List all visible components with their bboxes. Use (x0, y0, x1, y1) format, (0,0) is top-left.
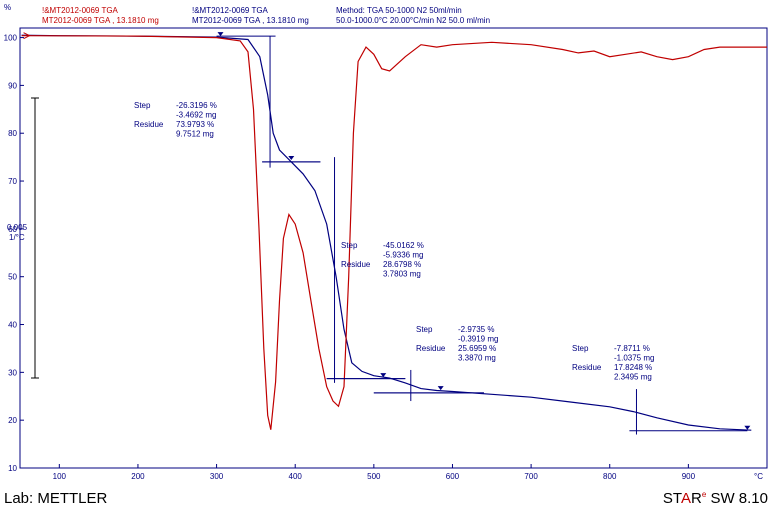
x-tick-label: 700 (524, 472, 538, 481)
annotation-value: 25.6959 % (458, 344, 496, 353)
header-red-name: !&MT2012-0069 TGA (42, 6, 119, 15)
annotation-label: Step (134, 101, 151, 110)
y-tick-label: 10 (8, 464, 17, 473)
y-unit-label: % (4, 3, 11, 12)
y-tick-label: 80 (8, 129, 17, 138)
annotation-value: -3.4692 mg (176, 111, 216, 120)
header-method: Method: TGA 50-1000 N2 50ml/min (336, 6, 462, 15)
series-line-red (21, 35, 767, 430)
annotation-value: -26.3196 % (176, 101, 217, 110)
annotation-value: 73.9793 % (176, 120, 214, 129)
annotation-value: -5.9336 mg (383, 251, 423, 260)
annotation-label: Residue (416, 344, 446, 353)
tga-chart: % !&MT2012-0069 TGA MT2012-0069 TGA , 13… (4, 3, 768, 481)
annotation-value: 2.3495 mg (614, 373, 652, 382)
y-tick-label: 50 (8, 273, 17, 282)
deriv-scale-unit: 1/°C (9, 233, 25, 242)
x-unit-label: °C (754, 472, 763, 481)
x-tick-label: 100 (53, 472, 67, 481)
eval-marker (744, 425, 751, 430)
annotation-value: -0.3919 mg (458, 335, 498, 344)
star-st: ST (662, 490, 681, 507)
deriv-scale-value: 0.005 (7, 223, 28, 232)
red-start-arrow (23, 32, 31, 40)
eval-marker (380, 373, 387, 378)
star-logo: STARe SW 8.10 (663, 490, 768, 507)
x-tick-label: 800 (603, 472, 617, 481)
step-annotations: Step -26.3196 %-3.4692 mg Residue 73.9793 %… (134, 101, 654, 382)
annotation-label: Step (341, 241, 358, 250)
eval-marker (217, 32, 224, 37)
eval-marker (437, 386, 444, 391)
annotation-value: 3.3870 mg (458, 354, 496, 363)
y-tick-label: 90 (8, 81, 17, 90)
y-tick-label: 100 (4, 34, 18, 43)
series-line-blue (21, 34, 752, 431)
annotation-label: Residue (572, 363, 602, 372)
annotation-value: -7.8711 % (614, 344, 650, 353)
star-r: R (691, 490, 702, 507)
lab-label: Lab: METTLER (4, 490, 108, 507)
y-tick-label: 60 (8, 225, 17, 234)
annotation-value: -45.0162 % (383, 241, 424, 250)
star-e: e (701, 490, 707, 499)
header-red-sample: MT2012-0069 TGA , 13.1810 mg (42, 16, 159, 25)
x-tick-label: 900 (682, 472, 696, 481)
series-group (21, 32, 767, 431)
x-tick-label: 200 (131, 472, 145, 481)
annotation-value: 28.6798 % (383, 260, 421, 269)
y-tick-label: 70 (8, 177, 17, 186)
eval-marker (288, 156, 295, 161)
step-marks (216, 32, 751, 435)
annotation-label: Residue (134, 120, 164, 129)
header-blue-sample: MT2012-0069 TGA , 13.1810 mg (192, 16, 309, 25)
software-version: SW 8.10 (710, 490, 768, 507)
y-tick-label: 30 (8, 368, 17, 377)
annotation-label: Step (572, 344, 589, 353)
annotation-label: Residue (341, 260, 371, 269)
x-tick-label: 600 (446, 472, 460, 481)
annotation-value: 3.7803 mg (383, 270, 421, 279)
x-tick-label: 500 (367, 472, 381, 481)
y-tick-label: 20 (8, 416, 17, 425)
header-blue-name: !&MT2012-0069 TGA (192, 6, 269, 15)
x-tick-label: 400 (289, 472, 303, 481)
axis-ticks: 100 200 300 400 500 600 700 800 900 °C 10 20 30 40 50 6… (4, 34, 764, 481)
annotation-value: -2.9735 % (458, 325, 494, 334)
y-tick-label: 40 (8, 321, 17, 330)
annotation-value: -1.0375 mg (614, 354, 654, 363)
plot-frame (19, 27, 768, 469)
annotation-value: 9.7512 mg (176, 130, 214, 139)
header-conditions: 50.0-1000.0°C 20.00°C/min N2 50.0 ml/min (336, 16, 490, 25)
annotation-label: Step (416, 325, 433, 334)
star-a: A (680, 490, 691, 507)
x-tick-label: 300 (210, 472, 224, 481)
annotation-value: 17.8248 % (614, 363, 652, 372)
